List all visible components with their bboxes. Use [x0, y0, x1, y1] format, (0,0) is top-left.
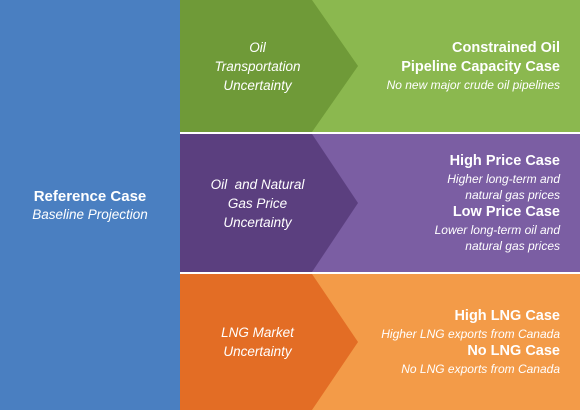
scenario-band: Oil Transportation Uncertainty Constrained … — [180, 0, 580, 132]
case-list: Constrained Oil Pipeline Capacity Case No … — [360, 0, 560, 132]
uncertainty-arrow — [180, 134, 358, 272]
uncertainty-arrow — [180, 274, 358, 410]
band-shapes — [180, 0, 580, 132]
uncertainty-label-line: Transportation — [214, 58, 301, 74]
case-list: High LNG Case Higher LNG exports from Can… — [360, 274, 560, 410]
case-description: Higher LNG exports from Canada — [381, 327, 560, 341]
uncertainty-label-line: Oil and Natural — [210, 176, 305, 192]
uncertainty-label-line: Uncertainty — [223, 77, 292, 93]
case-description: natural gas prices — [465, 239, 560, 253]
case-title: No LNG Case — [467, 343, 560, 359]
uncertainty-label: Oil Transportation Uncertainty — [180, 0, 335, 132]
case-title: Pipeline Capacity Case — [401, 59, 560, 75]
uncertainty-label: LNG Market Uncertainty — [180, 274, 335, 410]
case-title: Constrained Oil — [452, 40, 560, 56]
case-description: No LNG exports from Canada — [401, 362, 560, 376]
uncertainty-arrow — [180, 0, 358, 132]
uncertainty-label-line: Uncertainty — [223, 214, 292, 230]
uncertainty-label: Oil and Natural Gas Price Uncertainty — [180, 134, 335, 272]
reference-case-subtitle: Baseline Projection — [32, 206, 148, 222]
band-shapes — [180, 274, 580, 410]
uncertainty-label-line: Uncertainty — [223, 344, 292, 359]
case-description: natural gas prices — [465, 188, 560, 202]
uncertainty-label-line: Oil — [249, 39, 266, 55]
case-description: Higher long-term and — [447, 172, 560, 186]
reference-case-panel: Reference Case Baseline Projection — [0, 0, 180, 410]
case-title: High LNG Case — [454, 308, 560, 324]
band-shapes — [180, 134, 580, 272]
case-title: Low Price Case — [452, 204, 560, 220]
uncertainty-label-line: LNG Market — [221, 325, 294, 340]
case-title: High Price Case — [449, 153, 560, 169]
scenario-band: Oil and Natural Gas Price Uncertainty High … — [180, 134, 580, 272]
case-description: Lower long-term oil and — [434, 223, 560, 237]
reference-case-title: Reference Case — [33, 187, 147, 205]
scenario-band: LNG Market Uncertainty High LNG Case Higher… — [180, 274, 580, 410]
case-list: High Price Case Higher long-term and natur… — [360, 134, 560, 272]
uncertainty-label-line: Gas Price — [227, 195, 288, 211]
case-description: No new major crude oil pipelines — [386, 78, 560, 92]
